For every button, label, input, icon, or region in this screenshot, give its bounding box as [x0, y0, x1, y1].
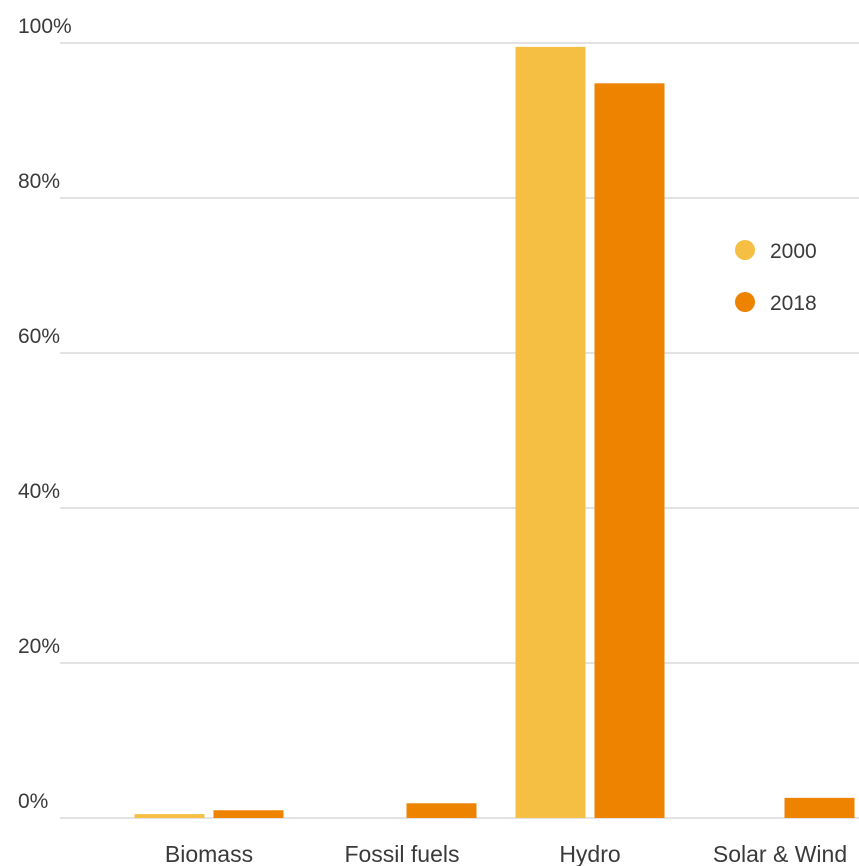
y-tick-label: 60% — [18, 325, 60, 348]
legend-label-2000: 2000 — [770, 240, 817, 263]
category-label: Biomass — [165, 841, 253, 866]
legend-swatch-2018 — [735, 292, 755, 312]
y-tick-label: 40% — [18, 480, 60, 503]
y-tick-label: 0% — [18, 790, 48, 813]
legend: 2000 2018 — [735, 240, 817, 315]
bar-2018-biomass — [213, 810, 284, 818]
y-tick-label: 100% — [18, 15, 72, 38]
bar-2018-fossil-fuels — [406, 803, 477, 818]
gridlines — [60, 42, 859, 819]
bars — [134, 46, 855, 819]
bar-2018-solar-wind — [784, 797, 855, 818]
legend-label-2018: 2018 — [770, 292, 817, 315]
category-label: Fossil fuels — [344, 841, 459, 866]
category-labels: Biomass Fossil fuels Hydro Solar & Wind — [165, 841, 847, 866]
category-label: Solar & Wind — [713, 841, 847, 866]
bar-2018-hydro — [594, 83, 665, 819]
bar-2000-biomass — [134, 814, 205, 818]
y-axis-tick-labels: 0% 20% 40% 60% 80% 100% — [18, 15, 72, 813]
legend-swatch-2000 — [735, 240, 755, 260]
y-tick-label: 80% — [18, 170, 60, 193]
category-label: Hydro — [559, 841, 620, 866]
y-tick-label: 20% — [18, 635, 60, 658]
bar-2000-hydro — [515, 46, 586, 818]
